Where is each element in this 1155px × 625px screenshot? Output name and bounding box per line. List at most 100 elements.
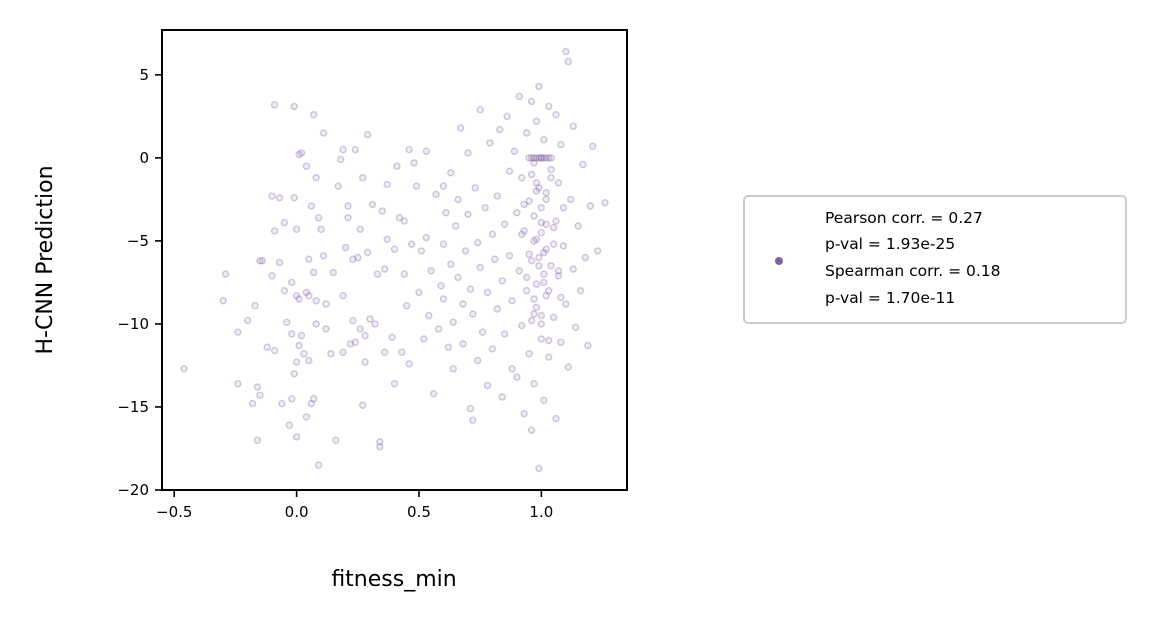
- data-point: [486, 139, 494, 147]
- data-point: [344, 213, 352, 222]
- data-point: [278, 399, 286, 408]
- data-point: [493, 305, 501, 313]
- data-point: [466, 404, 475, 413]
- y-tick-label: −15: [117, 398, 149, 416]
- data-point: [297, 149, 306, 157]
- data-point: [307, 202, 315, 210]
- data-point: [508, 365, 516, 373]
- data-point: [535, 82, 543, 91]
- data-point: [290, 102, 298, 111]
- data-point: [545, 154, 553, 162]
- data-point: [447, 169, 455, 177]
- y-tick-label: −5: [127, 232, 149, 250]
- x-tick-label: 0.0: [285, 503, 309, 521]
- data-point: [268, 192, 276, 200]
- data-point: [476, 105, 484, 114]
- data-point: [449, 365, 457, 373]
- data-point: [319, 129, 328, 137]
- data-point: [510, 147, 519, 155]
- data-point: [270, 346, 279, 355]
- data-point: [292, 225, 301, 234]
- data-point: [518, 174, 526, 182]
- data-point: [280, 287, 289, 295]
- data-point: [439, 295, 448, 303]
- data-point: [319, 252, 328, 260]
- data-point: [268, 272, 276, 280]
- data-point: [305, 292, 313, 300]
- data-point: [312, 320, 320, 328]
- data-point: [525, 154, 533, 162]
- data-point: [540, 248, 548, 257]
- data-point: [508, 297, 516, 305]
- data-point: [535, 184, 543, 192]
- data-point: [354, 253, 362, 262]
- data-point: [383, 235, 391, 243]
- data-point: [310, 395, 318, 403]
- data-point: [532, 280, 541, 288]
- data-point: [567, 195, 575, 204]
- data-point: [383, 180, 391, 189]
- data-point: [361, 358, 369, 366]
- x-tick-label: 1.0: [529, 503, 553, 521]
- data-point: [557, 338, 565, 346]
- data-point: [307, 399, 315, 408]
- data-point: [466, 285, 475, 293]
- data-point: [545, 287, 553, 295]
- data-point: [535, 154, 543, 162]
- data-point: [376, 443, 384, 451]
- data-point: [513, 373, 521, 381]
- data-point: [500, 220, 509, 229]
- x-axis: −0.5 0.0 0.5 1.0: [156, 490, 553, 521]
- data-point: [520, 409, 528, 418]
- data-point: [427, 267, 435, 275]
- data-point: [535, 464, 543, 473]
- data-point: [456, 124, 465, 132]
- legend-line-spearman-pval: p-val = 1.70e-11: [825, 289, 955, 307]
- data-point: [349, 255, 357, 263]
- data-point: [444, 343, 452, 351]
- data-point: [527, 426, 536, 434]
- data-point: [295, 295, 303, 303]
- data-point: [400, 217, 408, 225]
- data-point: [476, 263, 484, 272]
- data-point: [310, 110, 318, 119]
- data-point: [302, 162, 311, 170]
- data-point: [368, 200, 377, 209]
- data-point: [430, 390, 438, 398]
- data-point: [537, 320, 545, 328]
- data-point: [513, 208, 521, 217]
- x-tick-label: −0.5: [156, 503, 192, 521]
- data-point: [292, 358, 301, 366]
- data-point: [537, 154, 545, 162]
- data-point: [483, 288, 492, 297]
- data-point: [542, 195, 550, 204]
- data-point: [469, 416, 477, 424]
- x-tick-label: 0.5: [407, 503, 431, 521]
- data-point: [452, 222, 460, 230]
- data-point: [474, 356, 482, 365]
- data-point: [292, 433, 301, 441]
- data-point: [542, 292, 550, 300]
- data-point: [275, 193, 284, 202]
- data-point: [547, 262, 555, 270]
- legend-marker: [775, 257, 783, 265]
- data-point: [537, 228, 545, 237]
- data-point: [530, 212, 538, 220]
- data-point: [530, 159, 538, 167]
- data-point: [542, 188, 550, 197]
- y-tick-label: −10: [117, 315, 149, 333]
- data-point: [537, 218, 545, 227]
- data-point: [547, 165, 555, 174]
- data-point: [388, 333, 396, 341]
- data-point: [288, 330, 296, 338]
- data-point: [525, 197, 533, 205]
- data-point: [532, 179, 541, 187]
- data-point: [540, 135, 548, 144]
- data-point: [420, 335, 428, 343]
- data-point: [525, 250, 533, 258]
- data-point: [545, 102, 553, 111]
- data-point: [221, 270, 230, 278]
- data-point: [542, 154, 550, 162]
- data-point: [505, 252, 514, 260]
- data-point: [439, 240, 448, 248]
